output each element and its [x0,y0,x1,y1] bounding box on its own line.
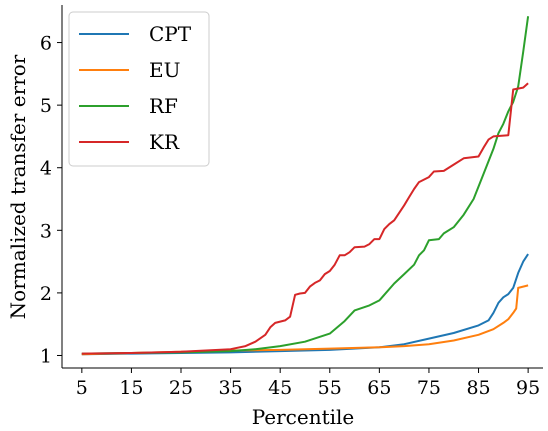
x-axis-label: Percentile [252,405,355,429]
legend-label-cpt: CPT [149,22,192,46]
y-tick-label: 6 [40,33,52,55]
y-axis-label: Normalized transfer error [6,54,30,319]
y-tick-label: 5 [40,95,52,117]
x-tick-label: 5 [76,377,88,399]
y-tick-label: 4 [40,158,52,180]
x-tick-label: 45 [268,377,292,399]
x-tick-label: 75 [417,377,441,399]
series-line-cpt [81,253,529,356]
x-tick-label: 65 [367,377,391,399]
x-tick-label: 25 [169,377,193,399]
legend-label-eu: EU [149,58,180,82]
legend-label-rf: RF [149,94,178,118]
y-tick-label: 2 [40,283,52,305]
legend-box [68,11,210,167]
x-tick-label: 85 [466,377,490,399]
legend-label-kr: KR [149,130,180,154]
x-tick-label: 55 [318,377,342,399]
series-layer [81,16,530,356]
series-line-eu [81,284,529,356]
legend: CPT EU RF KR [68,11,210,167]
x-tick-label: 95 [516,377,540,399]
series-line-rf [81,16,530,355]
y-tick-label: 1 [40,345,52,367]
series-line-kr [81,82,529,355]
x-tick-label: 15 [119,377,143,399]
x-tick-label: 35 [219,377,243,399]
y-tick-label: 3 [40,220,52,242]
